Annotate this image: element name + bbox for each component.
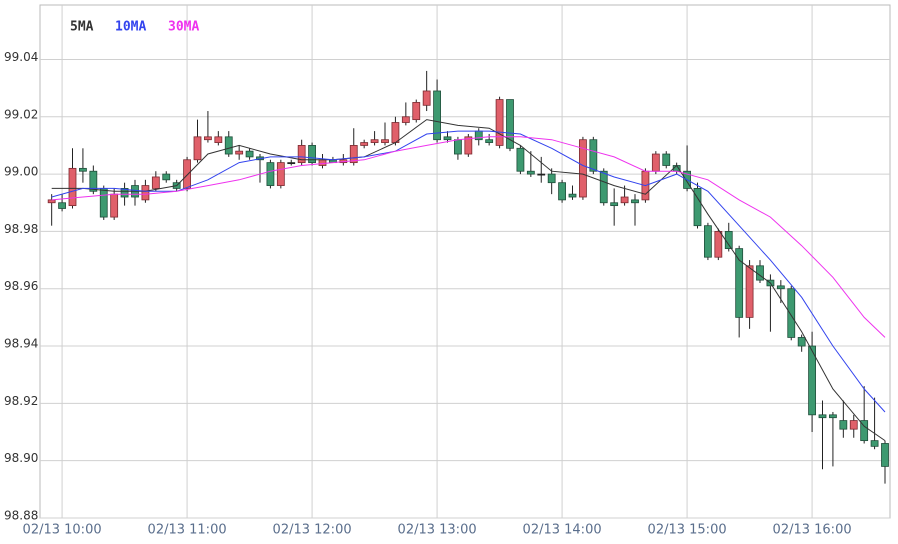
- y-tick-label: 98.94: [4, 337, 38, 351]
- candle-body: [662, 153, 671, 166]
- candle-body: [204, 136, 212, 141]
- candle-body: [787, 288, 796, 338]
- candle-body: [745, 265, 754, 318]
- y-tick-label: 99.04: [4, 50, 38, 64]
- candle-body: [537, 173, 546, 176]
- candle-body: [99, 188, 108, 218]
- candle-body: [516, 147, 525, 172]
- candle-body: [620, 196, 629, 204]
- candle-body: [308, 145, 316, 164]
- ma-line: [51, 119, 886, 442]
- candle-body: [412, 102, 421, 121]
- x-tick-label: 02/13 14:00: [523, 523, 602, 538]
- candle-body: [526, 170, 535, 175]
- candle-body: [224, 136, 233, 155]
- candle-body: [849, 420, 858, 430]
- candle-body: [68, 167, 77, 207]
- candle-body: [235, 150, 244, 155]
- candle-body: [454, 139, 462, 155]
- candle-body: [547, 173, 556, 184]
- candle-body: [610, 202, 619, 207]
- y-tick-label: 98.88: [4, 509, 38, 523]
- candle-body: [58, 202, 66, 209]
- y-tick-label: 98.90: [4, 451, 38, 465]
- x-tick-label: 02/13 10:00: [23, 523, 102, 538]
- y-tick-label: 99.00: [4, 165, 38, 179]
- candle-body: [162, 173, 171, 181]
- candle-body: [704, 225, 712, 258]
- candle-body: [151, 176, 160, 189]
- candle-body: [318, 159, 327, 166]
- y-tick-label: 98.92: [4, 394, 38, 408]
- y-tick-label: 98.98: [4, 222, 38, 236]
- candle-body: [287, 162, 296, 165]
- candle-body: [829, 414, 837, 419]
- candle-body: [797, 337, 806, 347]
- candle-body: [693, 188, 702, 227]
- x-tick-label: 02/13 11:00: [148, 523, 227, 538]
- candle-body: [47, 199, 56, 204]
- candle-body: [714, 231, 723, 258]
- legend-label: 10MA: [115, 20, 146, 35]
- candle-body: [401, 116, 410, 123]
- candle-body: [120, 188, 129, 198]
- candle-body: [495, 99, 504, 146]
- candle-body: [589, 139, 598, 172]
- legend-label: 5MA: [70, 20, 94, 35]
- candle-body: [870, 440, 879, 447]
- candle-body: [724, 231, 733, 250]
- y-tick-label: 99.02: [4, 107, 38, 121]
- candle-body: [443, 136, 452, 141]
- candle-body: [422, 90, 431, 106]
- candle-body: [464, 136, 473, 155]
- candle-body: [735, 248, 744, 318]
- candle-body: [579, 139, 587, 198]
- candle-body: [558, 182, 566, 201]
- candle-body: [276, 162, 285, 186]
- ma-line: [51, 130, 886, 413]
- candle-body: [860, 420, 869, 442]
- y-tick-label: 98.96: [4, 279, 38, 293]
- ma-line: [51, 136, 886, 338]
- candle-body: [808, 345, 816, 416]
- candle-body: [214, 136, 223, 143]
- x-tick-label: 02/13 16:00: [773, 523, 852, 538]
- x-tick-label: 02/13 13:00: [398, 523, 477, 538]
- candle-body: [391, 122, 400, 143]
- candle-body: [433, 90, 441, 141]
- candle-body: [599, 170, 608, 204]
- candle-body: [89, 170, 98, 192]
- candle-body: [568, 193, 577, 198]
- candle-body: [193, 136, 202, 161]
- candle-body: [370, 139, 379, 143]
- candle-body: [349, 145, 358, 164]
- candle-body: [776, 285, 785, 290]
- candle-body: [485, 139, 494, 143]
- candle-body: [141, 185, 150, 201]
- candle-body: [651, 153, 660, 172]
- candle-body: [839, 420, 848, 430]
- candle-body: [360, 142, 369, 146]
- candle-body: [506, 99, 514, 149]
- candle-body: [881, 443, 889, 467]
- candle-body: [183, 159, 191, 189]
- candle-body: [245, 150, 254, 158]
- x-tick-label: 02/13 12:00: [273, 523, 352, 538]
- candle-body: [297, 145, 306, 164]
- x-tick-label: 02/13 15:00: [648, 523, 727, 538]
- candle-body: [381, 139, 389, 143]
- candle-body: [818, 414, 827, 419]
- candle-body: [266, 162, 275, 186]
- candle-body: [79, 167, 87, 172]
- plot-frame: [39, 4, 891, 519]
- candle-body: [631, 199, 639, 204]
- legend-label: 30MA: [168, 20, 199, 35]
- candle-body: [110, 193, 119, 218]
